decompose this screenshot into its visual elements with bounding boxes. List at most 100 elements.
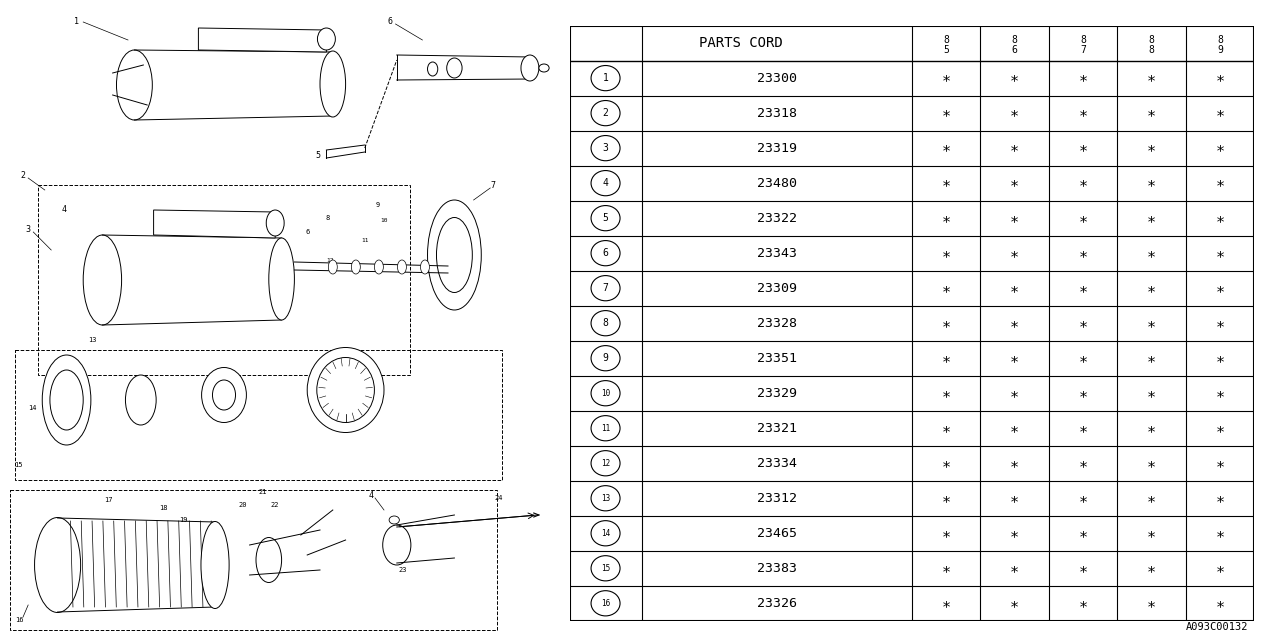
Polygon shape xyxy=(154,210,275,238)
Text: 14: 14 xyxy=(28,405,36,411)
Text: 23334: 23334 xyxy=(756,457,796,470)
Ellipse shape xyxy=(383,525,411,565)
Text: 11: 11 xyxy=(361,237,369,243)
Text: ∗: ∗ xyxy=(1216,211,1225,226)
Text: 24: 24 xyxy=(495,495,503,501)
Text: ∗: ∗ xyxy=(942,246,951,260)
Text: 23329: 23329 xyxy=(756,387,796,400)
Text: 23322: 23322 xyxy=(756,212,796,225)
Ellipse shape xyxy=(50,370,83,430)
Text: ∗: ∗ xyxy=(1216,420,1225,436)
Text: ∗: ∗ xyxy=(1216,70,1225,86)
Text: ∗: ∗ xyxy=(1147,526,1156,541)
Text: ∗: ∗ xyxy=(1147,351,1156,365)
Text: 12: 12 xyxy=(326,257,334,262)
Text: 23326: 23326 xyxy=(756,596,796,610)
Polygon shape xyxy=(198,28,326,52)
Text: ∗: ∗ xyxy=(1216,386,1225,401)
Text: A093C00132: A093C00132 xyxy=(1185,622,1248,632)
Text: 16: 16 xyxy=(600,599,611,608)
Text: 8: 8 xyxy=(943,35,950,45)
Text: 15: 15 xyxy=(600,564,611,573)
Ellipse shape xyxy=(317,28,335,50)
Text: ∗: ∗ xyxy=(1010,281,1019,296)
Text: ∗: ∗ xyxy=(1147,211,1156,226)
Text: ∗: ∗ xyxy=(1010,211,1019,226)
Text: ∗: ∗ xyxy=(942,70,951,86)
Text: 7: 7 xyxy=(490,180,495,189)
Ellipse shape xyxy=(256,538,282,582)
Text: 23321: 23321 xyxy=(756,422,796,435)
Ellipse shape xyxy=(398,260,407,274)
Text: ∗: ∗ xyxy=(1216,526,1225,541)
Text: ∗: ∗ xyxy=(1147,141,1156,156)
Text: 1: 1 xyxy=(603,73,608,83)
Text: 9: 9 xyxy=(1217,45,1224,55)
Text: ∗: ∗ xyxy=(1079,351,1088,365)
Text: ∗: ∗ xyxy=(1079,386,1088,401)
Ellipse shape xyxy=(329,260,338,274)
Text: ∗: ∗ xyxy=(1216,281,1225,296)
Text: ∗: ∗ xyxy=(1216,141,1225,156)
Text: ∗: ∗ xyxy=(1216,456,1225,471)
Text: 8: 8 xyxy=(1011,35,1018,45)
Text: ∗: ∗ xyxy=(1147,316,1156,331)
Text: ∗: ∗ xyxy=(1010,491,1019,506)
Text: ∗: ∗ xyxy=(1010,596,1019,611)
Ellipse shape xyxy=(83,235,122,325)
Text: ∗: ∗ xyxy=(1079,491,1088,506)
Text: ∗: ∗ xyxy=(1147,491,1156,506)
Text: 10: 10 xyxy=(380,218,388,223)
Text: 16: 16 xyxy=(15,617,23,623)
Text: ∗: ∗ xyxy=(1147,70,1156,86)
Text: ∗: ∗ xyxy=(942,316,951,331)
Text: 6: 6 xyxy=(1011,45,1018,55)
Ellipse shape xyxy=(42,355,91,445)
Text: 14: 14 xyxy=(600,529,611,538)
Text: 8: 8 xyxy=(1148,35,1155,45)
Text: ∗: ∗ xyxy=(1147,561,1156,576)
Ellipse shape xyxy=(201,522,229,609)
Text: ∗: ∗ xyxy=(1079,316,1088,331)
Text: 23: 23 xyxy=(399,567,407,573)
Text: 2: 2 xyxy=(603,108,608,118)
Text: ∗: ∗ xyxy=(942,561,951,576)
Text: ∗: ∗ xyxy=(942,420,951,436)
Text: 3: 3 xyxy=(603,143,608,153)
Text: ∗: ∗ xyxy=(942,141,951,156)
Ellipse shape xyxy=(447,58,462,78)
Text: ∗: ∗ xyxy=(1079,141,1088,156)
Text: ∗: ∗ xyxy=(1216,316,1225,331)
Text: ∗: ∗ xyxy=(1216,491,1225,506)
Ellipse shape xyxy=(420,260,430,274)
Text: ∗: ∗ xyxy=(1079,420,1088,436)
Ellipse shape xyxy=(389,516,399,524)
Text: 13: 13 xyxy=(88,337,96,343)
Ellipse shape xyxy=(202,367,247,422)
Text: ∗: ∗ xyxy=(942,596,951,611)
Text: 23465: 23465 xyxy=(756,527,796,540)
Text: 5: 5 xyxy=(943,45,950,55)
Text: 23309: 23309 xyxy=(756,282,796,294)
Text: ∗: ∗ xyxy=(1010,316,1019,331)
Text: ∗: ∗ xyxy=(942,526,951,541)
Text: ∗: ∗ xyxy=(1216,351,1225,365)
Text: 3: 3 xyxy=(26,225,31,234)
Text: 7: 7 xyxy=(603,283,608,293)
Text: 23318: 23318 xyxy=(756,107,796,120)
Text: ∗: ∗ xyxy=(1147,456,1156,471)
Ellipse shape xyxy=(317,358,375,422)
Text: ∗: ∗ xyxy=(1079,456,1088,471)
Ellipse shape xyxy=(428,200,481,310)
Text: 8: 8 xyxy=(325,215,330,221)
Text: 23319: 23319 xyxy=(756,141,796,155)
Text: 17: 17 xyxy=(105,497,113,503)
Text: ∗: ∗ xyxy=(1079,281,1088,296)
Text: 8: 8 xyxy=(1148,45,1155,55)
Text: ∗: ∗ xyxy=(1216,596,1225,611)
Text: ∗: ∗ xyxy=(942,386,951,401)
Text: 20: 20 xyxy=(239,502,247,508)
Text: 23300: 23300 xyxy=(756,72,796,84)
Text: 23480: 23480 xyxy=(756,177,796,189)
Text: 8: 8 xyxy=(1217,35,1224,45)
